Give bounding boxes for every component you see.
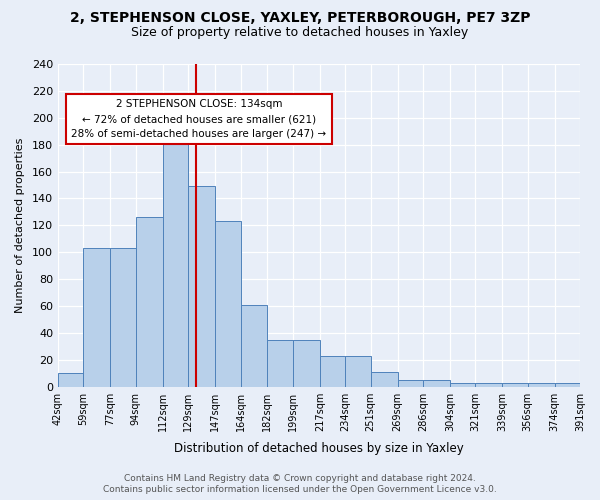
Bar	[527, 382, 554, 386]
Bar	[423, 380, 450, 386]
Bar	[554, 382, 580, 386]
Bar	[398, 380, 423, 386]
Text: 2 STEPHENSON CLOSE: 134sqm
← 72% of detached houses are smaller (621)
28% of sem: 2 STEPHENSON CLOSE: 134sqm ← 72% of deta…	[71, 100, 326, 139]
Bar	[241, 304, 268, 386]
Bar	[502, 382, 527, 386]
Bar	[345, 356, 371, 386]
Y-axis label: Number of detached properties: Number of detached properties	[15, 138, 25, 313]
Bar	[136, 218, 163, 386]
Text: Size of property relative to detached houses in Yaxley: Size of property relative to detached ho…	[131, 26, 469, 39]
Bar	[293, 340, 320, 386]
Bar	[58, 373, 83, 386]
X-axis label: Distribution of detached houses by size in Yaxley: Distribution of detached houses by size …	[174, 442, 464, 455]
Bar	[110, 248, 136, 386]
Bar	[268, 340, 293, 386]
Bar	[83, 248, 110, 386]
Bar	[163, 118, 188, 386]
Bar	[215, 222, 241, 386]
Bar	[371, 372, 398, 386]
Text: 2, STEPHENSON CLOSE, YAXLEY, PETERBOROUGH, PE7 3ZP: 2, STEPHENSON CLOSE, YAXLEY, PETERBOROUG…	[70, 11, 530, 25]
Bar	[188, 186, 215, 386]
Text: Contains HM Land Registry data © Crown copyright and database right 2024.
Contai: Contains HM Land Registry data © Crown c…	[103, 474, 497, 494]
Bar	[320, 356, 345, 386]
Bar	[450, 382, 475, 386]
Bar	[475, 382, 502, 386]
